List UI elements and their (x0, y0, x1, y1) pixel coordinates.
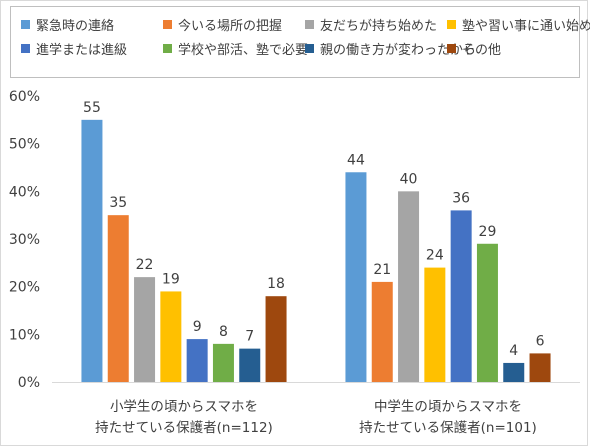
data-label: 7 (245, 329, 254, 345)
legend-item: その他 (447, 39, 502, 58)
data-label: 19 (162, 271, 180, 287)
bar (107, 215, 129, 382)
legend-label: 今いる場所の把握 (178, 18, 283, 34)
bar (503, 362, 525, 382)
bar (81, 119, 103, 382)
legend-swatch (305, 19, 314, 29)
legend-swatch (21, 43, 30, 53)
legend-swatch (163, 19, 172, 29)
data-label: 44 (347, 152, 365, 168)
legend-swatch (163, 43, 172, 53)
y-tick-label: 60% (9, 89, 40, 105)
legend-swatch (305, 43, 314, 53)
data-label: 22 (136, 257, 154, 273)
legend-item: 親の働き方が変わったから (305, 39, 477, 58)
category-label: 持たせている保護者(n=101) (359, 420, 537, 436)
data-label: 4 (509, 343, 518, 359)
bar (212, 343, 234, 382)
legend-label: 進学または進級 (36, 42, 128, 58)
data-label: 8 (219, 324, 228, 340)
data-label: 36 (452, 190, 470, 206)
bar (529, 353, 551, 382)
bar (345, 172, 367, 382)
category-label: 持たせている保護者(n=112) (95, 420, 273, 436)
legend-label: 緊急時の連絡 (36, 18, 115, 34)
data-label: 18 (267, 276, 285, 292)
data-label: 6 (536, 333, 545, 349)
legend-label: その他 (462, 42, 502, 58)
y-tick-label: 30% (9, 232, 40, 248)
bar (476, 243, 498, 382)
category-label: 小学生の頃からスマホを (110, 399, 258, 415)
data-label: 35 (109, 195, 127, 211)
y-tick-label: 0% (18, 375, 40, 391)
y-tick-label: 10% (9, 327, 40, 343)
legend-label: 友だちが持ち始めた (320, 18, 438, 34)
bar (371, 281, 393, 382)
data-label: 9 (193, 319, 202, 335)
y-tick-label: 20% (9, 280, 40, 296)
legend-item: 友だちが持ち始めた (305, 15, 438, 34)
data-label: 40 (400, 171, 418, 187)
legend-item: 進学または進級 (21, 39, 128, 58)
bar (239, 348, 261, 382)
y-tick-label: 40% (9, 184, 40, 200)
y-tick-label: 50% (9, 137, 40, 153)
legend-item: 今いる場所の把握 (163, 15, 283, 34)
chart-legend: 緊急時の連絡 今いる場所の把握 友だちが持ち始めた 塾や習い事に通い始めた進学または進… (10, 6, 590, 78)
legend-swatch (447, 19, 456, 29)
bar (186, 339, 208, 382)
bar (450, 210, 472, 382)
bar (134, 277, 156, 382)
legend-label: 親の働き方が変わったから (320, 42, 477, 58)
legend-item: 学校や部活、塾で必要 (163, 39, 309, 58)
bar (160, 291, 182, 382)
legend-item: 緊急時の連絡 (21, 15, 115, 34)
legend-item: 塾や習い事に通い始めた (447, 15, 590, 34)
data-label: 29 (479, 224, 497, 240)
legend-label: 塾や習い事に通い始めた (462, 18, 590, 34)
category-label: 中学生の頃からスマホを (374, 399, 522, 415)
bar (265, 296, 287, 382)
bar (424, 267, 446, 382)
legend-swatch (21, 19, 30, 29)
bar (398, 191, 420, 382)
legend-label: 学校や部活、塾で必要 (178, 42, 309, 58)
data-label: 21 (373, 262, 391, 278)
data-label: 24 (426, 248, 444, 264)
data-label: 55 (83, 100, 101, 116)
legend-swatch (447, 43, 456, 53)
